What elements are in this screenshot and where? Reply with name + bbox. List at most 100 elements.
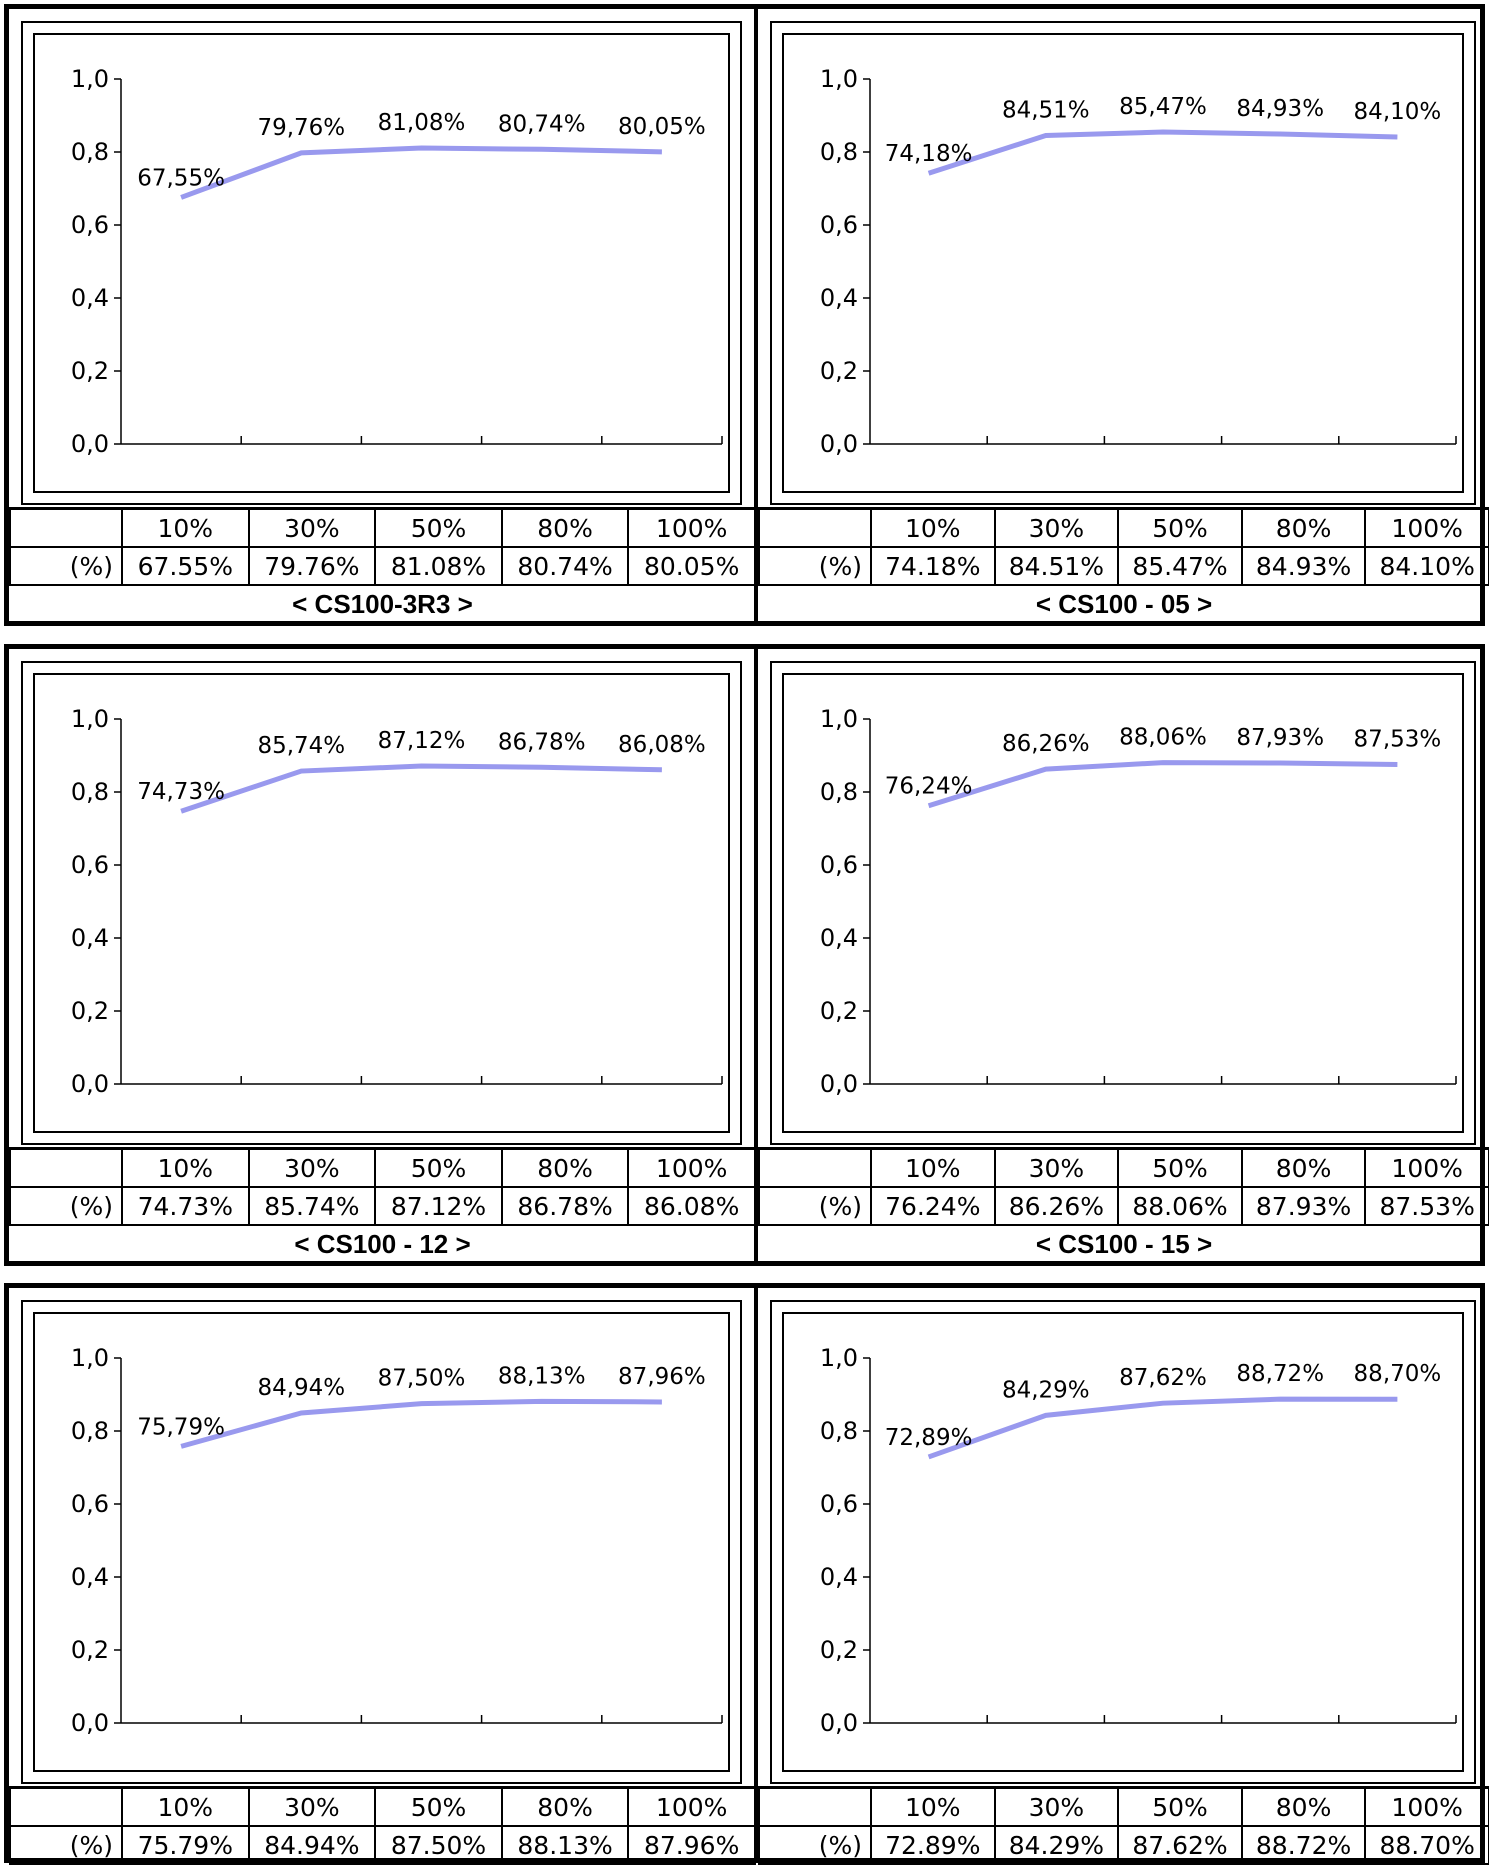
- series-line: [929, 132, 1398, 173]
- value-cell: 86.08%: [628, 1187, 755, 1225]
- category-cell: 100%: [1365, 1788, 1489, 1827]
- row-header: (%): [10, 1187, 122, 1225]
- y-tick-label: 0,4: [71, 924, 109, 952]
- corner-cell: [759, 1788, 871, 1827]
- data-label: 87,53%: [1354, 727, 1442, 753]
- category-row: 10%30%50%80%100%: [10, 1788, 755, 1827]
- y-tick-label: 1,0: [820, 1344, 858, 1372]
- value-cell: 67.55%: [122, 547, 249, 585]
- corner-cell: [10, 1149, 122, 1188]
- value-cell: 87.12%: [375, 1187, 502, 1225]
- value-row: (%)67.55%79.76%81.08%80.74%80.05%: [10, 547, 755, 585]
- value-cell: 75.79%: [122, 1826, 249, 1864]
- value-cell: 80.05%: [628, 547, 755, 585]
- y-tick-label: 0,4: [820, 924, 858, 952]
- data-label: 76,24%: [885, 774, 973, 800]
- data-label: 88,06%: [1119, 725, 1207, 751]
- y-tick-label: 1,0: [71, 65, 109, 93]
- category-cell: 30%: [249, 509, 376, 548]
- line-chart: 0,00,20,40,60,81,075,79%84,94%87,50%88,1…: [9, 1288, 754, 1786]
- value-cell: 74.73%: [122, 1187, 249, 1225]
- category-row: 10%30%50%80%100%: [759, 1149, 1489, 1188]
- data-label: 86,78%: [498, 729, 586, 755]
- data-table: 10%30%50%80%100%(%)74.73%85.74%87.12%86.…: [9, 1147, 756, 1262]
- value-cell: 80.74%: [502, 547, 629, 585]
- data-table: 10%30%50%80%100%(%)67.55%79.76%81.08%80.…: [9, 507, 756, 622]
- line-chart: 0,00,20,40,60,81,074,73%85,74%87,12%86,7…: [9, 649, 754, 1147]
- data-label: 80,74%: [498, 111, 586, 137]
- y-tick-label: 0,6: [820, 1490, 858, 1518]
- value-cell: 88.72%: [1242, 1826, 1366, 1864]
- value-cell: 86.26%: [995, 1187, 1119, 1225]
- y-tick-label: 0,6: [71, 851, 109, 879]
- category-cell: 50%: [375, 1149, 502, 1188]
- value-cell: 88.06%: [1118, 1187, 1242, 1225]
- category-cell: 50%: [375, 1788, 502, 1827]
- series-line: [929, 763, 1398, 806]
- data-label: 85,74%: [257, 733, 345, 759]
- value-row: (%)75.79%84.94%87.50%88.13%87.96%: [10, 1826, 755, 1864]
- line-chart: 0,00,20,40,60,81,072,89%84,29%87,62%88,7…: [758, 1288, 1488, 1786]
- y-tick-label: 0,6: [71, 1490, 109, 1518]
- category-row: 10%30%50%80%100%: [10, 1149, 755, 1188]
- data-label: 67,55%: [137, 165, 225, 191]
- y-tick-label: 0,8: [71, 138, 109, 166]
- category-cell: 100%: [628, 509, 755, 548]
- data-table: 10%30%50%80%100%(%)72.89%84.29%87.62%88.…: [758, 1786, 1489, 1865]
- y-tick-label: 0,0: [820, 430, 858, 458]
- data-label: 87,96%: [618, 1364, 706, 1390]
- category-cell: 10%: [871, 509, 995, 548]
- category-row: 10%30%50%80%100%: [759, 509, 1489, 548]
- data-label: 75,79%: [137, 1414, 225, 1440]
- row-header: (%): [759, 547, 871, 585]
- chart-caption: < CS100-3R3 >: [10, 585, 755, 622]
- value-cell: 72.89%: [871, 1826, 995, 1864]
- category-cell: 50%: [375, 509, 502, 548]
- line-chart: 0,00,20,40,60,81,067,55%79,76%81,08%80,7…: [9, 9, 754, 507]
- caption-row: < CS100 - 12 >: [10, 1225, 755, 1262]
- data-table: 10%30%50%80%100%(%)76.24%86.26%88.06%87.…: [758, 1147, 1489, 1262]
- value-cell: 84.29%: [995, 1826, 1119, 1864]
- y-tick-label: 0,0: [71, 1070, 109, 1098]
- chart-caption: < CS100 - 05 >: [759, 585, 1489, 622]
- y-tick-label: 0,2: [71, 997, 109, 1025]
- data-label: 84,94%: [257, 1375, 345, 1401]
- row-header: (%): [759, 1187, 871, 1225]
- value-cell: 88.70%: [1365, 1826, 1489, 1864]
- y-tick-label: 1,0: [71, 1344, 109, 1372]
- data-label: 74,73%: [137, 779, 225, 805]
- y-tick-label: 0,2: [820, 997, 858, 1025]
- category-cell: 80%: [1242, 1788, 1366, 1827]
- category-cell: 30%: [249, 1788, 376, 1827]
- category-cell: 30%: [995, 1788, 1119, 1827]
- data-label: 72,89%: [885, 1425, 973, 1451]
- value-cell: 87.50%: [375, 1826, 502, 1864]
- caption-row: < CS100 - 15 >: [759, 1225, 1489, 1262]
- y-tick-label: 0,8: [820, 778, 858, 806]
- category-row: 10%30%50%80%100%: [10, 509, 755, 548]
- corner-cell: [10, 1788, 122, 1827]
- y-tick-label: 0,2: [820, 357, 858, 385]
- y-tick-label: 1,0: [71, 705, 109, 733]
- y-tick-label: 0,4: [820, 1563, 858, 1591]
- y-tick-label: 0,6: [71, 211, 109, 239]
- series-line: [181, 766, 662, 811]
- row-header: (%): [759, 1826, 871, 1864]
- line-chart: 0,00,20,40,60,81,076,24%86,26%88,06%87,9…: [758, 649, 1488, 1147]
- value-cell: 84.10%: [1365, 547, 1489, 585]
- category-cell: 10%: [871, 1149, 995, 1188]
- chart-caption: < CS100 - 15 >: [759, 1225, 1489, 1262]
- data-table: 10%30%50%80%100%(%)74.18%84.51%85.47%84.…: [758, 507, 1489, 622]
- category-cell: 100%: [1365, 509, 1489, 548]
- category-cell: 80%: [1242, 509, 1366, 548]
- category-cell: 50%: [1118, 509, 1242, 548]
- category-cell: 80%: [502, 1788, 629, 1827]
- y-tick-label: 0,2: [71, 357, 109, 385]
- value-row: (%)76.24%86.26%88.06%87.93%87.53%: [759, 1187, 1489, 1225]
- category-cell: 80%: [502, 1149, 629, 1188]
